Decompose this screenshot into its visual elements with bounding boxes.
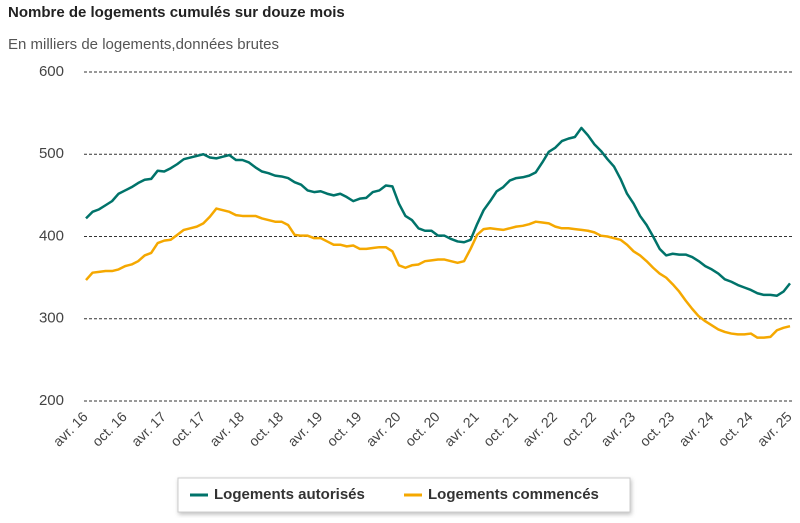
legend-label: Logements autorisés (214, 486, 365, 503)
x-tick-label: avr. 21 (441, 408, 482, 449)
x-tick-label: avr. 25 (754, 408, 795, 449)
x-tick-label: oct. 16 (89, 408, 130, 449)
x-tick-label: oct. 20 (402, 408, 443, 449)
x-tick-label: avr. 24 (675, 408, 716, 449)
y-tick-label: 600 (39, 63, 64, 80)
x-tick-label: avr. 17 (128, 408, 169, 449)
y-tick-label: 500 (39, 145, 64, 162)
series-line (85, 126, 791, 297)
x-tick-label: oct. 21 (480, 408, 521, 449)
x-tick-label: avr. 22 (519, 408, 560, 449)
x-tick-label: avr. 18 (206, 408, 247, 449)
x-tick-label: oct. 19 (323, 408, 364, 449)
legend-label: Logements commencés (428, 486, 599, 503)
x-tick-label: oct. 23 (636, 408, 677, 449)
series-line (85, 207, 791, 339)
y-tick-label: 400 (39, 227, 64, 244)
chart-subtitle: En milliers de logements,données brutes (8, 36, 279, 53)
x-tick-label: oct. 18 (245, 408, 286, 449)
x-tick-label: oct. 22 (558, 408, 599, 449)
x-tick-label: avr. 19 (284, 408, 325, 449)
chart-title: Nombre de logements cumulés sur douze mo… (8, 4, 345, 21)
y-tick-label: 200 (39, 392, 64, 409)
x-tick-label: avr. 20 (363, 408, 404, 449)
y-tick-label: 300 (39, 310, 64, 327)
x-tick-label: oct. 17 (167, 408, 208, 449)
x-tick-label: avr. 16 (50, 408, 91, 449)
x-tick-label: avr. 23 (597, 408, 638, 449)
x-tick-label: oct. 24 (715, 408, 756, 449)
